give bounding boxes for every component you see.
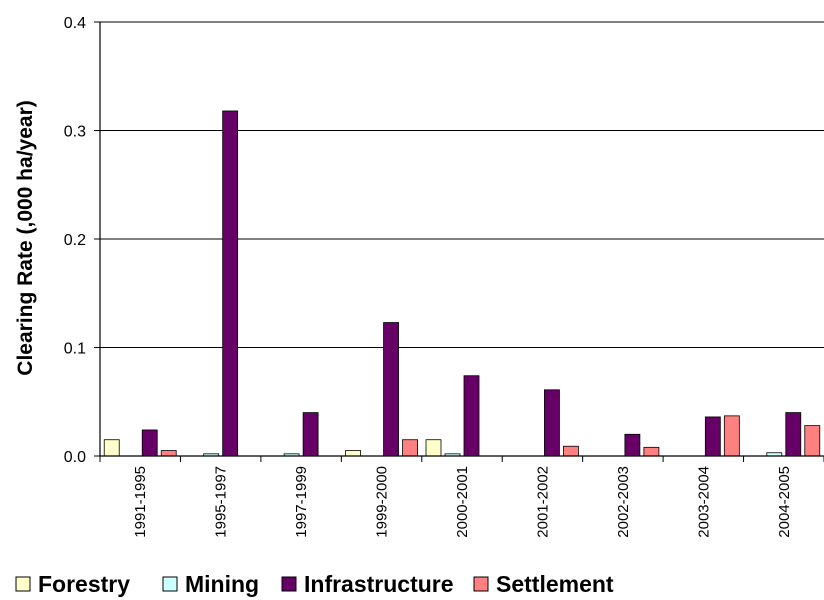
y-axis-title: Clearing Rate (,000 ha/year) [14,100,37,375]
bars [103,110,821,457]
legend-label-mining: Mining [185,571,259,597]
bar-forestry-2000-2001 [425,439,442,457]
y-tick-label: 0.1 [64,341,86,358]
bar-infrastructure-2001-2002 [544,389,560,457]
x-tick-label: 1991-1995 [132,466,149,538]
bar-infrastructure-2002-2003 [624,433,641,457]
y-tick-label: 0.2 [64,232,86,249]
x-tick-label: 1997-1999 [293,466,310,538]
y-tick-label: 0.4 [64,15,86,32]
bar-settlement-2003-2004 [723,415,740,457]
bar-infrastructure-2003-2004 [704,416,721,457]
legend-label-infrastructure: Infrastructure [304,571,454,597]
bar-infrastructure-1997-1999 [302,412,319,457]
x-tick-label: 2003-2004 [695,466,712,538]
gridlines [100,21,824,348]
x-tick-label: 2000-2001 [454,466,471,538]
legend: Forestry Mining Infrastructure Settlement [15,571,614,597]
bar-infrastructure-1995-1997 [222,110,239,457]
x-tick-label: 1995-1997 [213,466,230,538]
bar-settlement-1991-1995 [160,450,177,457]
x-tick-label: 2002-2003 [615,466,632,538]
bar-forestry-1991-1995 [103,439,120,457]
legend-label-forestry: Forestry [38,571,130,597]
bar-settlement-2002-2003 [643,446,660,457]
legend-swatch-infrastructure [281,576,297,592]
bar-infrastructure-2000-2001 [463,375,480,457]
bar-settlement-2004-2005 [804,425,821,457]
y-tick-label: 0.0 [64,449,86,466]
bar-forestry-1999-2000 [345,450,361,457]
legend-swatch-mining [162,576,178,592]
bar-settlement-1999-2000 [402,439,418,457]
bar-infrastructure-2004-2005 [785,412,802,457]
axes [94,21,824,462]
x-tick-labels: 1991-1995 1995-1997 1997-1999 1999-2000 2000… [132,466,793,538]
legend-swatch-forestry [15,576,31,592]
x-tick-label: 2001-2002 [534,466,551,538]
y-tick-label: 0.3 [64,124,86,141]
x-tick-label: 2004-2005 [776,466,793,538]
bar-infrastructure-1991-1995 [141,429,158,457]
bar-infrastructure-1999-2000 [383,322,399,457]
legend-swatch-settlement [473,576,489,592]
y-tick-labels: 0.0 0.1 0.2 0.3 0.4 [64,15,86,466]
x-tick-label: 1999-2000 [374,466,391,538]
legend-label-settlement: Settlement [496,571,614,597]
bar-settlement-2001-2002 [563,445,579,457]
